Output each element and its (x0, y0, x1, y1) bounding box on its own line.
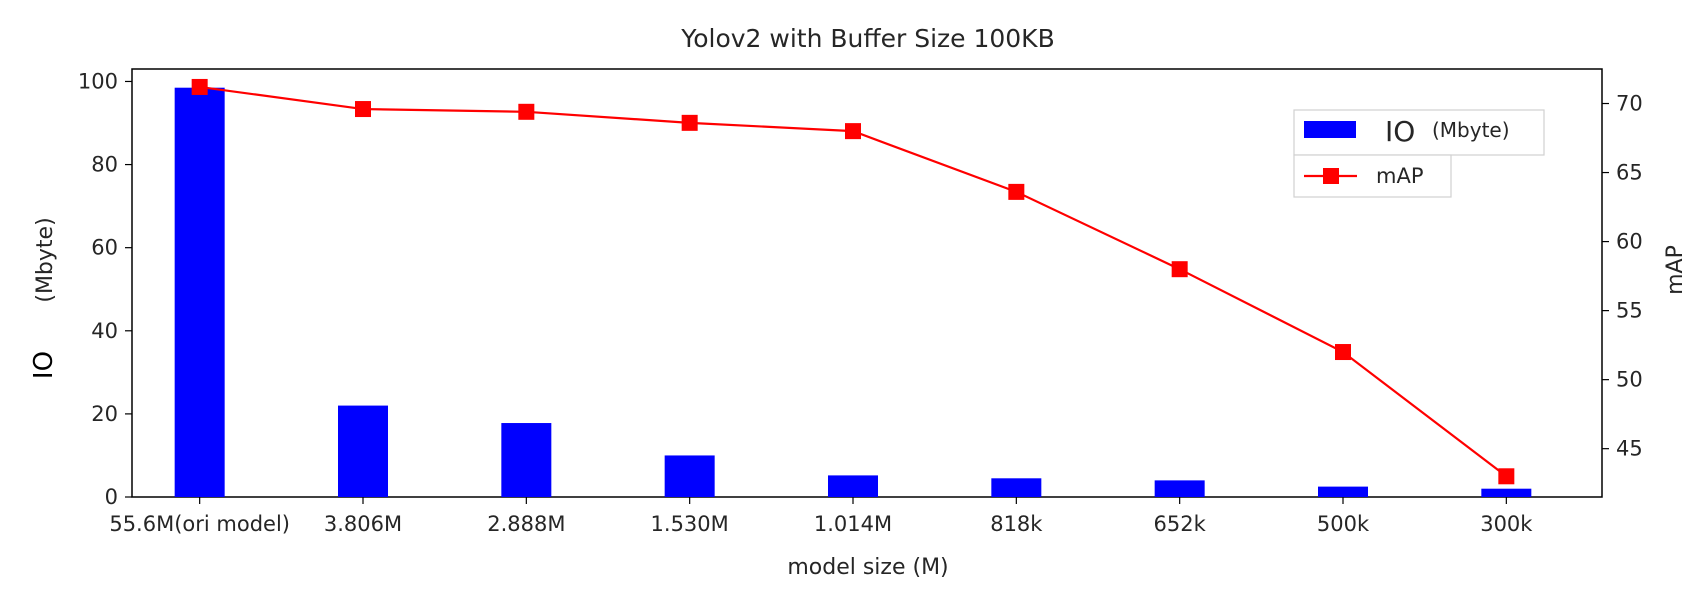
right-y-tick-label: 55 (1616, 299, 1643, 323)
left-y-tick-label: 20 (91, 402, 118, 426)
left-y-tick-label: 60 (91, 236, 118, 260)
x-tick-label: 652k (1154, 512, 1207, 536)
map-point (191, 78, 208, 95)
legend-label-map: mAP (1376, 164, 1424, 188)
right-y-tick-label: 45 (1616, 437, 1643, 461)
x-tick-label: 3.806M (324, 512, 402, 536)
right-y-tick-label: 50 (1616, 368, 1643, 392)
io-bar (338, 405, 388, 497)
left-y-tick-label: 40 (91, 319, 118, 343)
io-bar (828, 475, 878, 497)
map-point (1335, 344, 1351, 361)
map-point (1008, 183, 1025, 200)
left-y-tick-label: 100 (78, 69, 118, 93)
legend-label-io-unit: (Mbyte) (1432, 118, 1510, 142)
legend-marker-map (1323, 168, 1339, 184)
io-bar (1318, 486, 1368, 497)
x-axis-title: model size (M) (787, 555, 948, 580)
left-y-tick-label: 0 (105, 485, 118, 509)
x-tick-label: 1.530M (651, 512, 729, 536)
legend-label-io: IO (1385, 115, 1415, 148)
left-y-axis-title-main: IO (29, 351, 59, 379)
x-tick-label: 1.014M (814, 512, 892, 536)
io-bar (174, 87, 225, 497)
chart-title: Yolov2 with Buffer Size 100KB (680, 24, 1054, 53)
map-point (845, 123, 861, 140)
io-bar (1481, 488, 1532, 497)
x-tick-label: 500k (1317, 512, 1370, 536)
io-bar (501, 423, 552, 497)
legend-swatch-io (1304, 121, 1356, 138)
map-point (355, 101, 371, 118)
x-tick-label: 55.6M(ori model) (109, 512, 290, 536)
right-y-tick-label: 60 (1616, 230, 1643, 254)
x-axis-ticks: 55.6M(ori model) 3.806M 2.888M 1.530M 1.014M… (109, 497, 1533, 536)
io-bars (174, 87, 1532, 497)
legend: IO (Mbyte) mAP (1293, 109, 1545, 198)
map-line-layer (191, 78, 1515, 485)
map-point (518, 103, 535, 120)
io-bar (664, 455, 715, 497)
left-y-axis-title: IO (Mbyte) (29, 217, 59, 379)
left-y-axis-ticks: 0 20 40 60 80 100 (78, 69, 132, 509)
map-point (1498, 468, 1515, 485)
x-tick-label: 2.888M (487, 512, 565, 536)
x-tick-label: 818k (990, 512, 1043, 536)
right-y-axis-ticks: 45 50 55 60 65 70 (1602, 92, 1643, 461)
left-y-axis-title-unit: (Mbyte) (33, 217, 58, 302)
io-bar (1154, 480, 1205, 497)
right-y-tick-label: 70 (1616, 92, 1643, 116)
right-y-tick-label: 65 (1616, 161, 1643, 185)
left-y-tick-label: 80 (91, 153, 118, 177)
io-bar (991, 478, 1042, 497)
map-point (1171, 261, 1188, 278)
right-y-axis-title: mAP (1663, 245, 1688, 295)
map-point (681, 114, 698, 131)
x-tick-label: 300k (1480, 512, 1533, 536)
